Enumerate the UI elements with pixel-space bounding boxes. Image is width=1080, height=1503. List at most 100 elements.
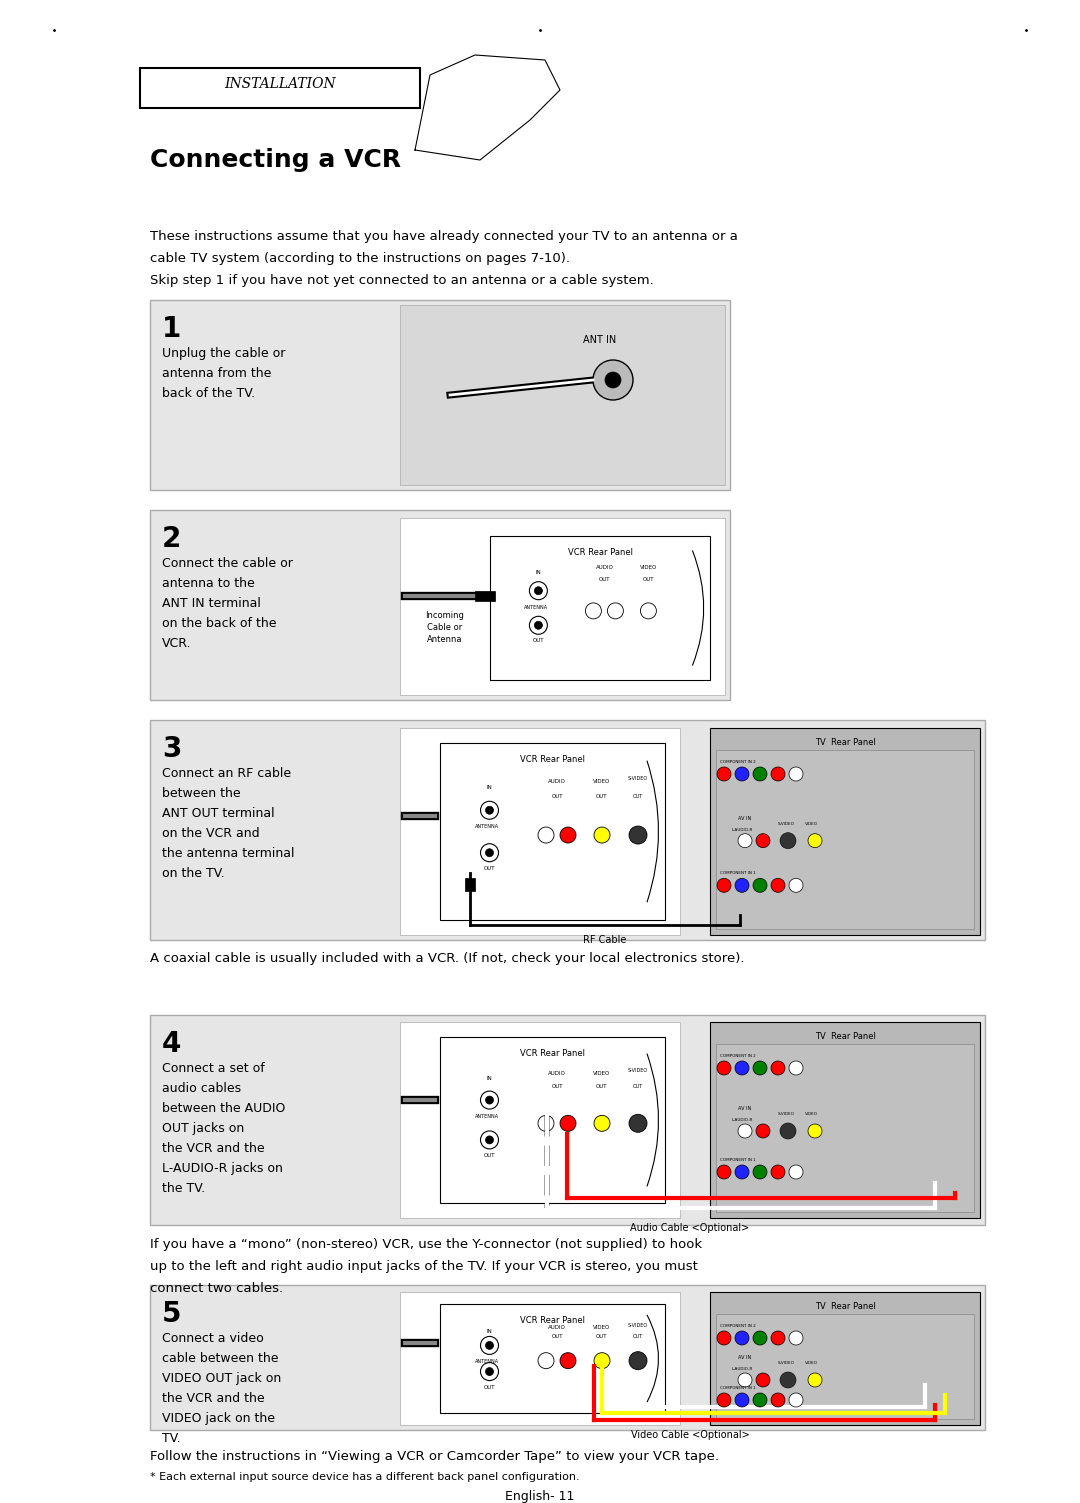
Circle shape bbox=[481, 1091, 499, 1109]
Circle shape bbox=[789, 767, 804, 782]
Circle shape bbox=[771, 1165, 785, 1178]
Text: Connecting a VCR: Connecting a VCR bbox=[150, 147, 401, 171]
Text: on the VCR and: on the VCR and bbox=[162, 827, 259, 840]
FancyBboxPatch shape bbox=[440, 1305, 665, 1413]
Text: AUDIO: AUDIO bbox=[548, 780, 566, 785]
Text: VCR Rear Panel: VCR Rear Panel bbox=[519, 1049, 584, 1058]
Text: * Each external input source device has a different back panel configuration.: * Each external input source device has … bbox=[150, 1471, 580, 1482]
Text: ANTENNA: ANTENNA bbox=[475, 1114, 500, 1120]
Text: If you have a “mono” (non-stereo) VCR, use the Y-connector (not supplied) to hoo: If you have a “mono” (non-stereo) VCR, u… bbox=[150, 1238, 702, 1250]
FancyBboxPatch shape bbox=[150, 1015, 985, 1225]
Circle shape bbox=[717, 1332, 731, 1345]
Circle shape bbox=[535, 621, 542, 630]
Circle shape bbox=[771, 767, 785, 782]
Text: COMPONENT IN 1: COMPONENT IN 1 bbox=[720, 1386, 756, 1390]
Text: OUT jacks on: OUT jacks on bbox=[162, 1123, 244, 1135]
Text: IN: IN bbox=[487, 1076, 492, 1081]
Circle shape bbox=[585, 603, 602, 619]
Text: Video Cable <Optional>: Video Cable <Optional> bbox=[631, 1429, 750, 1440]
Circle shape bbox=[735, 1061, 750, 1075]
Circle shape bbox=[780, 833, 796, 849]
Circle shape bbox=[717, 1165, 731, 1178]
Text: 5: 5 bbox=[162, 1300, 181, 1329]
Circle shape bbox=[535, 586, 542, 595]
Circle shape bbox=[717, 1061, 731, 1075]
Text: Audio Cable <Optional>: Audio Cable <Optional> bbox=[631, 1223, 750, 1232]
Circle shape bbox=[735, 878, 750, 893]
Circle shape bbox=[789, 1332, 804, 1345]
Text: L-AUDIO-R: L-AUDIO-R bbox=[732, 828, 754, 831]
Circle shape bbox=[629, 1351, 647, 1369]
Circle shape bbox=[538, 1115, 554, 1132]
FancyBboxPatch shape bbox=[716, 750, 974, 929]
Circle shape bbox=[735, 1165, 750, 1178]
Text: Antenna: Antenna bbox=[428, 634, 462, 643]
Text: S-VIDEO: S-VIDEO bbox=[627, 776, 648, 782]
Circle shape bbox=[780, 1372, 796, 1387]
Text: OUT: OUT bbox=[551, 794, 563, 798]
Text: L-AUDIO-R: L-AUDIO-R bbox=[732, 1118, 754, 1123]
FancyBboxPatch shape bbox=[490, 537, 710, 679]
Text: 4: 4 bbox=[162, 1030, 181, 1058]
Circle shape bbox=[789, 1393, 804, 1407]
FancyBboxPatch shape bbox=[465, 878, 475, 891]
Circle shape bbox=[538, 827, 554, 843]
Circle shape bbox=[486, 1368, 494, 1375]
Text: ANT IN terminal: ANT IN terminal bbox=[162, 597, 261, 610]
Text: between the AUDIO: between the AUDIO bbox=[162, 1102, 285, 1115]
Circle shape bbox=[753, 1165, 767, 1178]
Text: OUT: OUT bbox=[551, 1084, 563, 1090]
Text: VCR Rear Panel: VCR Rear Panel bbox=[519, 1317, 584, 1326]
Text: on the back of the: on the back of the bbox=[162, 618, 276, 630]
Text: COMPONENT IN 2: COMPONENT IN 2 bbox=[720, 1054, 756, 1058]
Text: cable TV system (according to the instructions on pages 7-10).: cable TV system (according to the instru… bbox=[150, 253, 570, 265]
Circle shape bbox=[780, 1123, 796, 1139]
Text: back of the TV.: back of the TV. bbox=[162, 386, 255, 400]
Circle shape bbox=[808, 1124, 822, 1138]
Circle shape bbox=[753, 878, 767, 893]
Text: VIDEO jack on the: VIDEO jack on the bbox=[162, 1411, 275, 1425]
FancyBboxPatch shape bbox=[400, 727, 680, 935]
Text: OUT: OUT bbox=[596, 794, 608, 798]
Text: Incoming: Incoming bbox=[426, 612, 464, 621]
Text: 3: 3 bbox=[162, 735, 181, 764]
Text: COMPONENT IN 1: COMPONENT IN 1 bbox=[720, 1157, 756, 1162]
Circle shape bbox=[789, 878, 804, 893]
Circle shape bbox=[594, 827, 610, 843]
Text: VIDEO: VIDEO bbox=[639, 565, 657, 570]
Circle shape bbox=[481, 1363, 499, 1381]
Circle shape bbox=[481, 843, 499, 861]
Text: VCR Rear Panel: VCR Rear Panel bbox=[519, 755, 584, 764]
Text: L-AUDIO-R jacks on: L-AUDIO-R jacks on bbox=[162, 1162, 283, 1175]
Circle shape bbox=[771, 878, 785, 893]
Circle shape bbox=[605, 373, 621, 388]
Text: 1: 1 bbox=[162, 316, 181, 343]
Text: OUT: OUT bbox=[484, 1384, 496, 1390]
Text: TV  Rear Panel: TV Rear Panel bbox=[814, 1302, 876, 1311]
Circle shape bbox=[738, 1374, 752, 1387]
Circle shape bbox=[481, 801, 499, 819]
FancyBboxPatch shape bbox=[150, 301, 730, 490]
Text: Cable or: Cable or bbox=[428, 624, 462, 631]
Text: the antenna terminal: the antenna terminal bbox=[162, 848, 295, 860]
Circle shape bbox=[486, 849, 494, 857]
Circle shape bbox=[771, 1061, 785, 1075]
Circle shape bbox=[593, 361, 633, 400]
Text: connect two cables.: connect two cables. bbox=[150, 1282, 283, 1296]
Text: antenna to the: antenna to the bbox=[162, 577, 255, 591]
Circle shape bbox=[808, 1374, 822, 1387]
Text: TV.: TV. bbox=[162, 1432, 180, 1444]
Circle shape bbox=[594, 1353, 610, 1369]
Text: OUT: OUT bbox=[551, 1335, 563, 1339]
Circle shape bbox=[486, 1136, 494, 1144]
Text: OUT: OUT bbox=[596, 1335, 608, 1339]
Circle shape bbox=[735, 1332, 750, 1345]
FancyBboxPatch shape bbox=[716, 1045, 974, 1211]
FancyBboxPatch shape bbox=[400, 305, 725, 485]
FancyBboxPatch shape bbox=[710, 1293, 980, 1425]
Text: Connect an RF cable: Connect an RF cable bbox=[162, 767, 292, 780]
Text: S-VIDEO: S-VIDEO bbox=[778, 1362, 795, 1365]
Text: ANTENNA: ANTENNA bbox=[475, 1359, 500, 1365]
Text: the VCR and the: the VCR and the bbox=[162, 1142, 265, 1154]
Circle shape bbox=[561, 1353, 576, 1369]
